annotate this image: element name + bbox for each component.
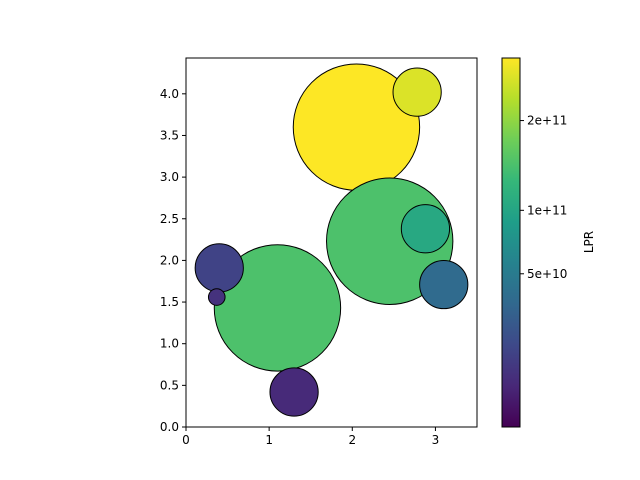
y-tick-label: 4.0 [160,87,179,101]
y-tick-label: 1.0 [160,337,179,351]
plot-frame [185,57,478,428]
x-tick-label: 0 [182,433,190,447]
y-tick-label: 2.5 [160,212,179,226]
y-tick-label: 0.0 [160,420,179,434]
y-tick-label: 3.0 [160,170,179,184]
colorbar-gradient [502,58,520,427]
x-tick-label: 1 [265,433,273,447]
scatter-point [207,288,226,306]
scatter-point [213,244,342,372]
colorbar-tick-label: 5e+10 [527,267,567,281]
scatter-point [194,243,244,293]
scatter-point [269,367,319,417]
x-axis: 0 1 2 3 [182,427,439,447]
x-tick-label: 2 [348,433,356,447]
colorbar: 5e+10 1e+11 2e+11 LPR [501,57,596,428]
x-tick-label: 3 [432,433,440,447]
y-tick-label: 2.0 [160,253,179,267]
colorbar-tick-label: 1e+11 [527,203,567,217]
points-layer [194,63,469,417]
y-tick-label: 3.5 [160,128,179,142]
colorbar-frame [501,57,521,428]
colorbar-label: LPR [582,231,596,253]
y-tick-label: 0.5 [160,378,179,392]
scatter-point [400,204,451,254]
scatter-point [419,259,469,310]
scatter-point [392,67,442,117]
colorbar-tick-label: 2e+11 [527,114,567,128]
y-tick-label: 1.5 [160,295,179,309]
y-axis: 0.0 0.5 1.0 1.5 2.0 2.5 3.0 3.5 4.0 [160,87,186,434]
colorbar-ticks: 5e+10 1e+11 2e+11 [520,114,567,281]
